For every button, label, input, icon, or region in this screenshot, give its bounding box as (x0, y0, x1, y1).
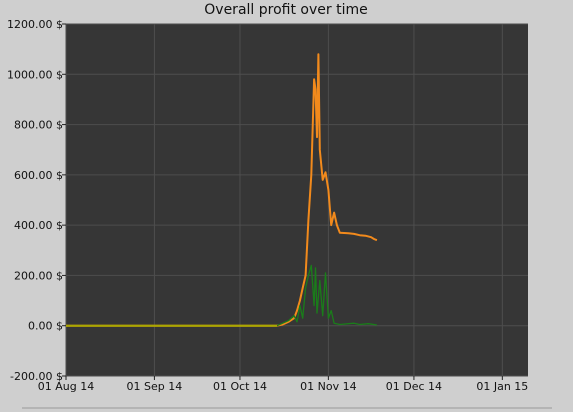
x-tick-label: 01 Aug 14 (38, 380, 94, 393)
y-tick-label: 800.00 $ (14, 119, 63, 132)
y-tick-label: 1000.00 $ (7, 68, 63, 81)
y-tick-label: 600.00 $ (14, 169, 63, 182)
x-axis: 01 Aug 14 01 Sep 14 01 Oct 14 01 Nov 14 01 D… (38, 376, 528, 393)
series-line-1 (66, 53, 378, 327)
plot-area (66, 24, 528, 376)
y-tick-label: 0.00 $ (28, 320, 63, 333)
series-line-2 (66, 264, 377, 327)
y-tick-label: 400.00 $ (14, 219, 63, 232)
y-tick-label: 200.00 $ (14, 269, 63, 282)
x-tick-label: 01 Oct 14 (213, 380, 267, 393)
y-tick-label: 1200.00 $ (7, 18, 63, 31)
x-tick-label: 01 Jan 15 (476, 380, 528, 393)
series-layer (66, 53, 378, 327)
chart-title: Overall profit over time (204, 2, 367, 18)
x-tick-label: 01 Sep 14 (127, 380, 183, 393)
x-tick-label: 01 Dec 14 (386, 380, 442, 393)
y-tick-label: -200.00 $ (10, 370, 63, 383)
x-tick-label: 01 Nov 14 (300, 380, 356, 393)
grid-lines (65, 23, 528, 377)
y-axis: 1200.00 $ 1000.00 $ 800.00 $ 600.00 $ 400.00… (7, 18, 66, 383)
